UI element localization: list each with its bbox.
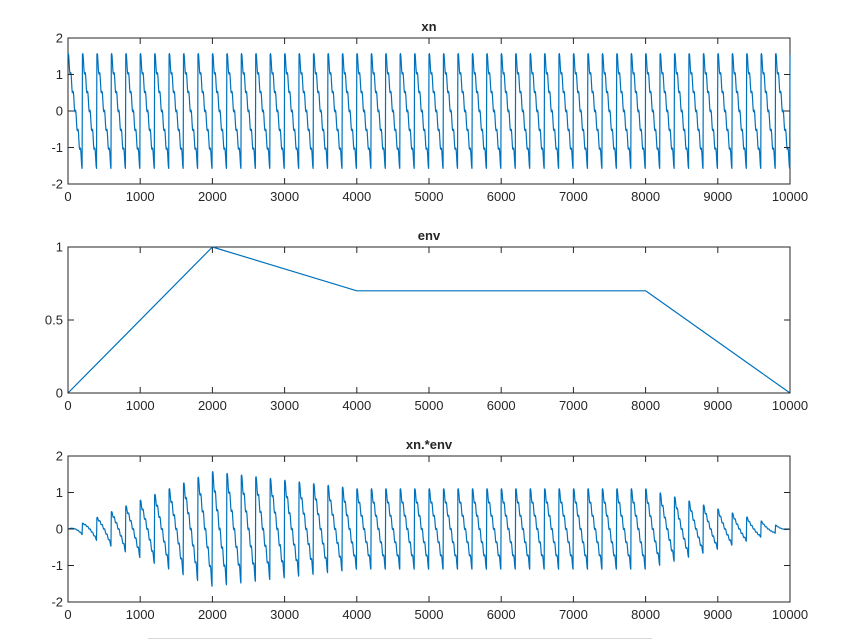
- x-tick-label: 9000: [703, 398, 732, 413]
- x-tick-label: 5000: [415, 607, 444, 622]
- y-tick-label: 0.5: [45, 313, 63, 328]
- chart-title: env: [418, 228, 441, 243]
- x-tick-label: 7000: [559, 607, 588, 622]
- y-tick-label: 0: [56, 522, 63, 537]
- x-tick-label: 7000: [559, 189, 588, 204]
- x-tick-label: 8000: [631, 398, 660, 413]
- x-tick-label: 6000: [487, 189, 516, 204]
- x-tick-label: 0: [64, 189, 71, 204]
- x-tick-label: 3000: [270, 189, 299, 204]
- y-tick-label: 0: [56, 386, 63, 401]
- x-tick-label: 2000: [198, 398, 227, 413]
- x-tick-label: 0: [64, 398, 71, 413]
- y-tick-label: 0: [56, 104, 63, 119]
- x-tick-label: 4000: [342, 607, 371, 622]
- x-tick-label: 9000: [703, 189, 732, 204]
- y-tick-label: 1: [56, 485, 63, 500]
- x-tick-label: 1000: [126, 189, 155, 204]
- series-line: [67, 471, 791, 587]
- x-tick-label: 1000: [126, 607, 155, 622]
- x-tick-label: 4000: [342, 398, 371, 413]
- y-tick-label: -1: [51, 140, 63, 155]
- chart-title: xn: [421, 19, 436, 34]
- y-tick-label: 2: [56, 449, 63, 464]
- x-tick-label: 5000: [415, 189, 444, 204]
- x-tick-label: 7000: [559, 398, 588, 413]
- x-tick-label: 10000: [772, 189, 808, 204]
- y-tick-label: 1: [56, 240, 63, 255]
- x-tick-label: 2000: [198, 607, 227, 622]
- y-tick-label: -2: [51, 177, 63, 192]
- chart-title: xn.*env: [406, 437, 453, 452]
- x-tick-label: 3000: [270, 607, 299, 622]
- x-tick-label: 10000: [772, 398, 808, 413]
- series-line: [67, 246, 791, 394]
- x-tick-label: 9000: [703, 607, 732, 622]
- x-tick-label: 1000: [126, 398, 155, 413]
- subplot-xn-times-env: 0 1000 2000 3000 4000 5000 6000 7000 8000 9000 100…: [51, 437, 808, 622]
- subplot-xn: 0 1000 2000 3000 4000 5000 6000 7000 8000 9000 100…: [51, 19, 808, 204]
- x-tick-label: 10000: [772, 607, 808, 622]
- y-tick-label: 1: [56, 67, 63, 82]
- x-tick-label: 2000: [198, 189, 227, 204]
- axes-box: [67, 246, 791, 394]
- x-tick-label: 5000: [415, 398, 444, 413]
- y-tick-label: -1: [51, 558, 63, 573]
- x-tick-label: 0: [64, 607, 71, 622]
- series-line: [67, 52, 791, 170]
- x-tick-label: 3000: [270, 398, 299, 413]
- x-tick-label: 8000: [631, 607, 660, 622]
- x-tick-label: 4000: [342, 189, 371, 204]
- bottom-divider: [148, 638, 652, 639]
- x-tick-label: 8000: [631, 189, 660, 204]
- subplot-env: 0 1000 2000 3000 4000 5000 6000 7000 8000 9000 100…: [45, 228, 808, 413]
- y-tick-label: -2: [51, 595, 63, 610]
- y-tick-label: 2: [56, 31, 63, 46]
- x-tick-label: 6000: [487, 607, 516, 622]
- x-tick-label: 6000: [487, 398, 516, 413]
